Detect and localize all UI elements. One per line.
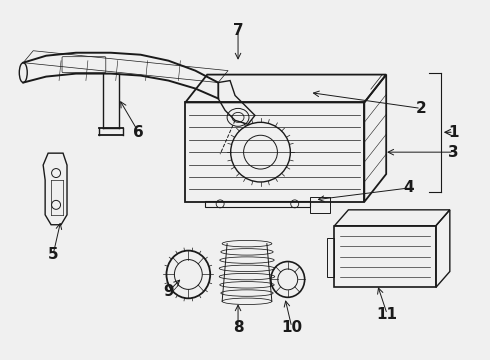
Text: 9: 9 <box>163 284 174 299</box>
Text: 8: 8 <box>233 320 244 335</box>
Text: 3: 3 <box>448 145 459 159</box>
Text: 10: 10 <box>281 320 302 335</box>
Text: 11: 11 <box>377 307 398 322</box>
Text: 4: 4 <box>404 180 415 195</box>
Text: 1: 1 <box>448 125 459 140</box>
Text: 7: 7 <box>233 23 244 39</box>
Text: 6: 6 <box>133 125 144 140</box>
Text: 2: 2 <box>416 101 426 116</box>
Text: 5: 5 <box>48 247 58 262</box>
